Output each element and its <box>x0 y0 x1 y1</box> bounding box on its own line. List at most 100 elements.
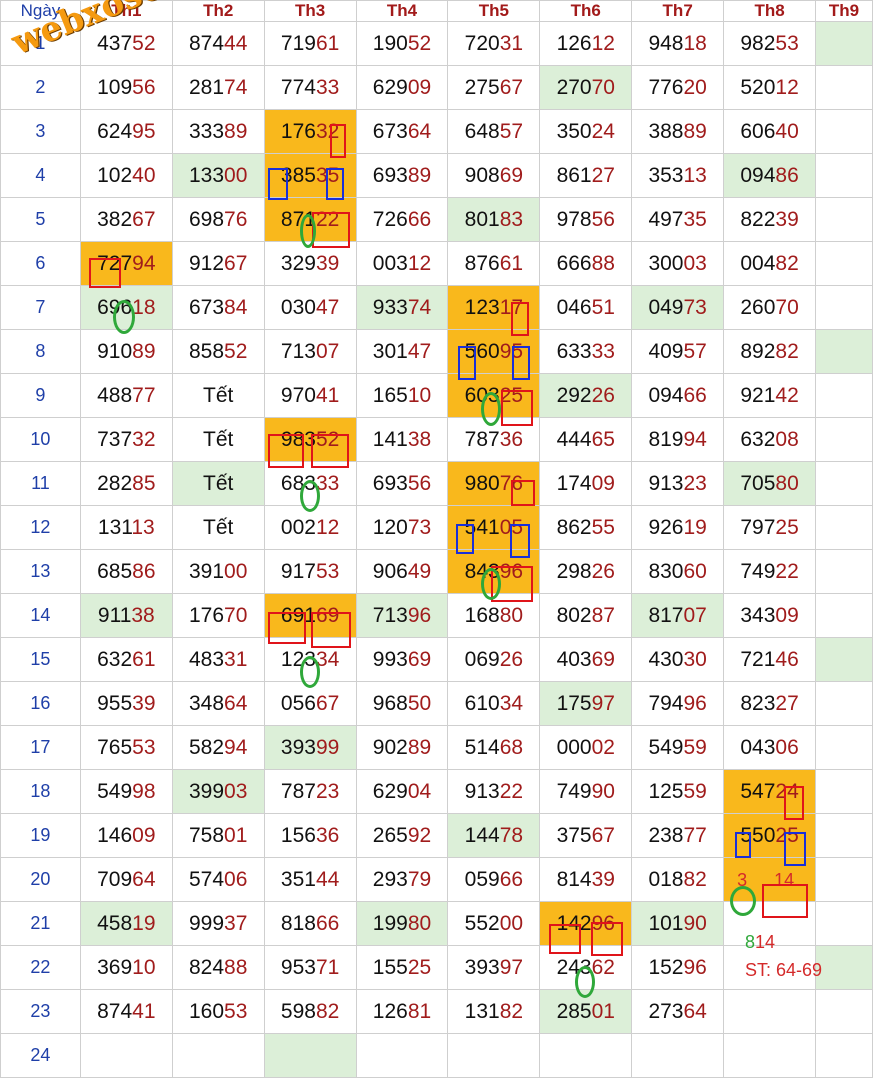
result-cell <box>815 989 873 1034</box>
number-tail: 25 <box>499 383 524 407</box>
number-head: 155 <box>372 955 408 979</box>
result-cell: 98253 <box>723 21 816 66</box>
number-head: 126 <box>556 31 592 55</box>
number-head: 175 <box>556 691 592 715</box>
result-cell: 54959 <box>631 725 725 770</box>
number-head: 399 <box>189 779 225 803</box>
result-cell: 94818 <box>631 21 725 66</box>
number-tail: 67 <box>499 75 524 99</box>
prediction-red-digits: 14 <box>774 870 795 890</box>
result-cell: 58294 <box>171 725 265 770</box>
number-head: 243 <box>556 955 592 979</box>
day-number: 14 <box>0 593 81 638</box>
number-tail: 38 <box>131 603 155 627</box>
number-head: 351 <box>280 867 316 891</box>
number-head: 693 <box>372 163 408 187</box>
result-cell <box>815 329 873 374</box>
number-tail: 32 <box>132 427 156 451</box>
result-cell: 81707 <box>631 593 725 638</box>
table-row: 21 45819 99937 81866 19980 55200 14296 10190 <box>0 901 873 946</box>
result-cell: 72031 <box>447 21 541 66</box>
number-tail: 39 <box>132 691 156 715</box>
result-cell <box>263 1033 357 1078</box>
result-cell <box>815 21 873 66</box>
number-head: 285 <box>556 999 592 1023</box>
result-cell: 30147 <box>355 329 449 374</box>
result-cell: 10190 <box>631 901 725 946</box>
result-cell: 38535 <box>263 153 357 198</box>
result-cell: 93374 <box>355 285 449 330</box>
number-tail: 85 <box>132 471 156 495</box>
result-cell: 92619 <box>631 505 725 550</box>
number-tail: 26 <box>591 383 615 407</box>
result-cell: 86127 <box>539 153 633 198</box>
number-head: 301 <box>372 339 408 363</box>
result-cell <box>815 593 873 638</box>
number-tail: 69 <box>315 603 340 627</box>
number-head: 176 <box>189 603 225 627</box>
result-cell: Tết <box>171 373 265 418</box>
result-cell: 97856 <box>539 197 633 242</box>
result-cell: 00482 <box>723 241 816 286</box>
number-head: 913 <box>464 779 500 803</box>
result-cell: 38889 <box>631 109 725 154</box>
number-tail: 34 <box>499 691 524 715</box>
number-tail: 87 <box>591 603 615 627</box>
number-tail: 32 <box>315 119 340 143</box>
number-head: 165 <box>372 383 408 407</box>
result-cell: 45819 <box>79 901 173 946</box>
day-number: 23 <box>0 989 81 1034</box>
number-head: 018 <box>648 867 684 891</box>
number-tail: 80 <box>407 911 432 935</box>
result-cell: 48877 <box>79 373 173 418</box>
result-cell: 55025 <box>723 813 816 858</box>
header-month-5: Th5 <box>447 0 541 22</box>
number-head: 131 <box>97 515 132 539</box>
result-cell: 06926 <box>447 637 541 682</box>
number-tail: 52 <box>132 31 156 55</box>
number-head: 275 <box>464 75 500 99</box>
header-month-6: Th6 <box>539 0 633 22</box>
result-cell: 91138 <box>79 593 173 638</box>
number-tail: 89 <box>407 735 432 759</box>
predicted-lead-digit: 8 <box>745 932 756 952</box>
result-cell: 63208 <box>723 417 816 462</box>
number-tail: 88 <box>224 955 248 979</box>
result-cell <box>815 65 873 110</box>
number-head: 749 <box>556 779 592 803</box>
number-tail: 35 <box>315 163 340 187</box>
number-tail: 94 <box>132 251 156 275</box>
number-head: 862 <box>556 515 592 539</box>
result-cell: 43752 <box>79 21 173 66</box>
number-head: 713 <box>280 339 316 363</box>
number-tail: 66 <box>499 867 524 891</box>
result-cell: Tết <box>171 417 265 462</box>
result-cell: 14609 <box>79 813 173 858</box>
result-cell: 29226 <box>539 373 633 418</box>
number-head: 004 <box>740 251 776 275</box>
day-number: 18 <box>0 769 81 814</box>
result-cell <box>815 857 873 902</box>
number-tail: 24 <box>591 119 615 143</box>
result-cell: 34864 <box>171 681 265 726</box>
number-head: 719 <box>280 31 316 55</box>
number-head: 801 <box>464 207 500 231</box>
number-head: 713 <box>372 603 408 627</box>
number-head: 333 <box>189 119 225 143</box>
number-head: 388 <box>648 119 684 143</box>
number-head: 273 <box>648 999 684 1023</box>
result-cell: 95371 <box>263 945 357 990</box>
result-cell <box>815 417 873 462</box>
result-cell: 03047 <box>263 285 357 330</box>
number-tail: 08 <box>775 427 799 451</box>
result-cell: 34309 <box>723 593 816 638</box>
number-head: 176 <box>280 119 316 143</box>
number-head: 749 <box>740 559 776 583</box>
result-cell: 92142 <box>723 373 816 418</box>
result-cell: 00002 <box>539 725 633 770</box>
number-tail: 42 <box>775 383 799 407</box>
number-head: 160 <box>189 999 225 1023</box>
day-number: 13 <box>0 549 81 594</box>
number-head: 993 <box>372 647 408 671</box>
result-cell: 74990 <box>539 769 633 814</box>
